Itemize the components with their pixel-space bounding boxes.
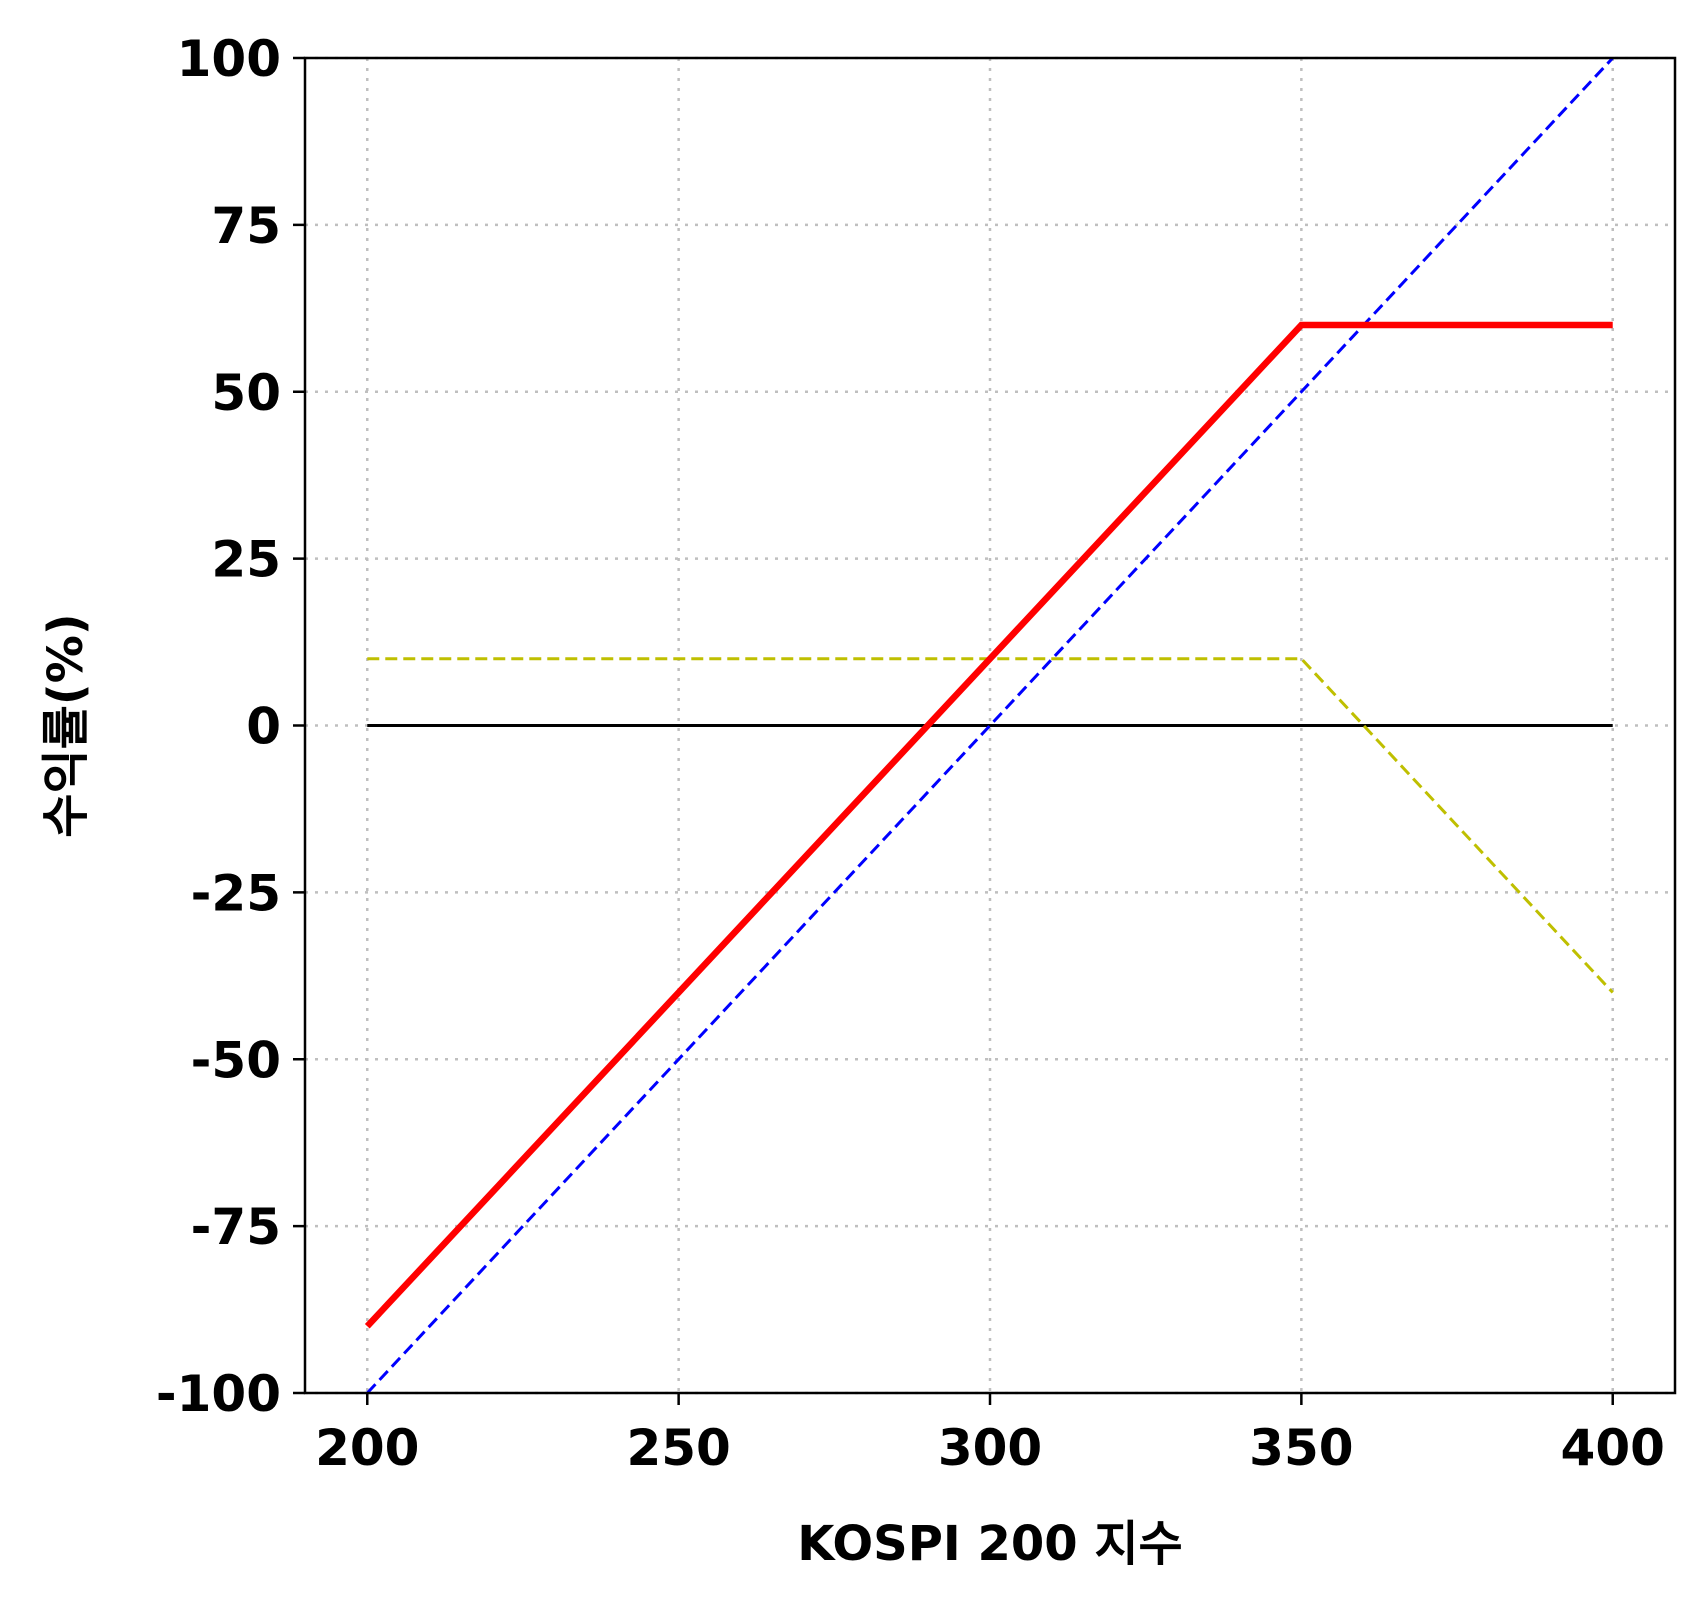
series-layer	[364, 56, 1614, 1395]
x-tick-label: 400	[1561, 1419, 1665, 1477]
index-return-line	[366, 56, 1614, 1395]
combined-return-line	[364, 321, 1613, 1329]
y-tick-label: -100	[156, 1365, 281, 1423]
y-tick-label: -75	[191, 1198, 281, 1256]
y-axis-label: 수익률(%)	[38, 613, 94, 837]
x-tick-label: 300	[938, 1419, 1042, 1477]
y-tick-label: 100	[177, 30, 281, 88]
y-tick-label: 0	[246, 698, 281, 756]
y-tick-label: 50	[211, 364, 281, 422]
y-tick-label: -50	[191, 1031, 281, 1089]
x-tick-label: 200	[315, 1419, 419, 1477]
option-payoff-line	[367, 657, 1614, 994]
y-tick-label: 75	[211, 197, 281, 255]
ticks: 200 250 300 350 400 -100 -75 -50 -25 0 25 50 75 100	[156, 30, 1665, 1477]
x-tick-label: 350	[1249, 1419, 1353, 1477]
y-tick-label: -25	[191, 864, 281, 922]
y-tick-label: 25	[211, 531, 281, 589]
x-tick-label: 250	[626, 1419, 730, 1477]
x-axis-label: KOSPI 200 지수	[797, 1516, 1182, 1572]
